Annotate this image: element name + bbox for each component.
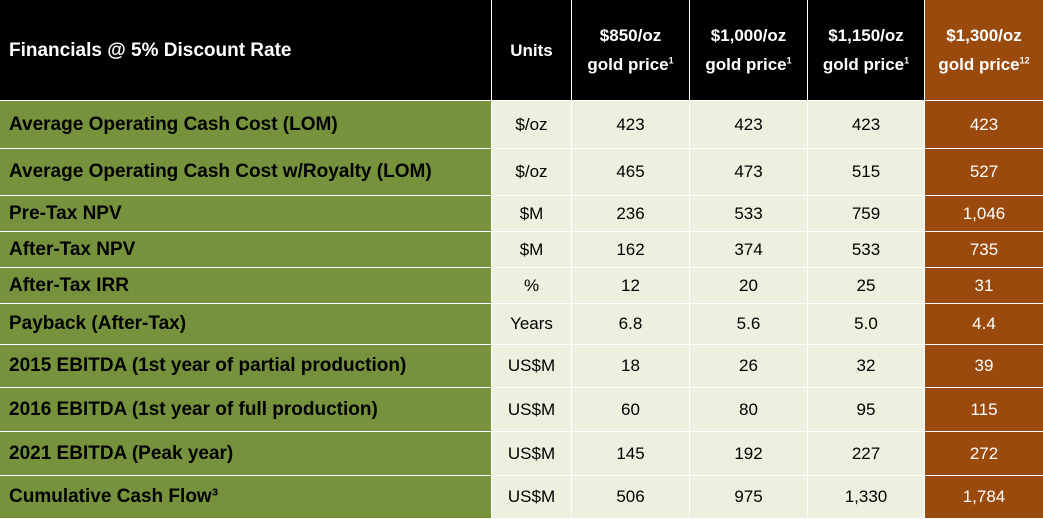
cell-value-highlight: 735 [925,232,1043,268]
cell-value: 6.8 [572,304,690,345]
row-label: 2015 EBITDA (1st year of partial product… [0,345,492,388]
cell-value-highlight: 31 [925,268,1043,304]
cell-value: 515 [808,149,925,196]
cell-value: 533 [808,232,925,268]
header-row: Financials @ 5% Discount Rate Units $850… [0,0,1043,101]
cell-value: 5.6 [690,304,808,345]
row-unit: $M [492,232,572,268]
cell-value: 465 [572,149,690,196]
cell-value: 506 [572,476,690,519]
scenario-sub: gold price [705,55,787,74]
cell-value: 423 [808,101,925,149]
cell-value-highlight: 423 [925,101,1043,149]
cell-value-highlight: 1,784 [925,476,1043,519]
cell-value: 192 [690,432,808,476]
cell-value: 145 [572,432,690,476]
cell-value: 25 [808,268,925,304]
cell-value: 473 [690,149,808,196]
table-row: Cumulative Cash Flow³ US$M 506 975 1,330… [0,476,1043,519]
row-unit: US$M [492,432,572,476]
table-row: Pre-Tax NPV $M 236 533 759 1,046 [0,196,1043,232]
row-unit: US$M [492,388,572,432]
scenario-header: $1,000/oz gold price1 [690,0,808,101]
footnote-ref: 1 [904,55,910,66]
row-label: 2021 EBITDA (Peak year) [0,432,492,476]
row-label: Cumulative Cash Flow³ [0,476,492,519]
units-header: Units [492,0,572,101]
table-row: 2015 EBITDA (1st year of partial product… [0,345,1043,388]
scenario-price: $850/oz [599,26,662,45]
cell-value: 374 [690,232,808,268]
scenario-sub: gold price [822,55,905,74]
scenario-sub: gold price [587,55,669,74]
scenario-header: $1,150/oz gold price1 [808,0,925,101]
table-row: 2016 EBITDA (1st year of full production… [0,388,1043,432]
scenario-price: $1,300/oz [946,26,1022,45]
scenario-header-highlight: $1,300/oz gold price12 [925,0,1043,101]
row-label: 2016 EBITDA (1st year of full production… [0,388,492,432]
cell-value-highlight: 115 [925,388,1043,432]
table-row: Average Operating Cash Cost (LOM) $/oz 4… [0,101,1043,149]
cell-value: 759 [808,196,925,232]
cell-value: 18 [572,345,690,388]
cell-value-highlight: 4.4 [925,304,1043,345]
footnote-ref: 1 [668,55,674,66]
scenario-sub: gold price [938,55,1020,74]
row-label: Pre-Tax NPV [0,196,492,232]
cell-value: 26 [690,345,808,388]
footnote-ref: 12 [1019,55,1030,66]
row-unit: $M [492,196,572,232]
cell-value: 95 [808,388,925,432]
cell-value: 5.0 [808,304,925,345]
table-row: After-Tax IRR % 12 20 25 31 [0,268,1043,304]
cell-value: 12 [572,268,690,304]
cell-value: 423 [572,101,690,149]
cell-value: 423 [690,101,808,149]
cell-value-highlight: 272 [925,432,1043,476]
cell-value: 32 [808,345,925,388]
row-unit: US$M [492,476,572,519]
cell-value-highlight: 527 [925,149,1043,196]
row-label: Average Operating Cash Cost w/Royalty (L… [0,149,492,196]
row-unit: % [492,268,572,304]
cell-value: 975 [690,476,808,519]
scenario-header: $850/oz gold price1 [572,0,690,101]
table-row: 2021 EBITDA (Peak year) US$M 145 192 227… [0,432,1043,476]
row-label: After-Tax NPV [0,232,492,268]
cell-value: 236 [572,196,690,232]
cell-value-highlight: 39 [925,345,1043,388]
table-row: Average Operating Cash Cost w/Royalty (L… [0,149,1043,196]
table-title: Financials @ 5% Discount Rate [0,0,492,101]
row-label: Average Operating Cash Cost (LOM) [0,101,492,149]
scenario-price: $1,000/oz [710,26,787,45]
cell-value-highlight: 1,046 [925,196,1043,232]
row-unit: Years [492,304,572,345]
footnote-ref: 1 [786,55,792,66]
cell-value: 80 [690,388,808,432]
row-unit: $/oz [492,149,572,196]
row-unit: $/oz [492,101,572,149]
scenario-price: $1,150/oz [828,26,904,45]
cell-value: 227 [808,432,925,476]
row-unit: US$M [492,345,572,388]
cell-value: 1,330 [808,476,925,519]
row-label: After-Tax IRR [0,268,492,304]
table-row: Payback (After-Tax) Years 6.8 5.6 5.0 4.… [0,304,1043,345]
cell-value: 533 [690,196,808,232]
cell-value: 162 [572,232,690,268]
row-label: Payback (After-Tax) [0,304,492,345]
table-row: After-Tax NPV $M 162 374 533 735 [0,232,1043,268]
cell-value: 60 [572,388,690,432]
cell-value: 20 [690,268,808,304]
